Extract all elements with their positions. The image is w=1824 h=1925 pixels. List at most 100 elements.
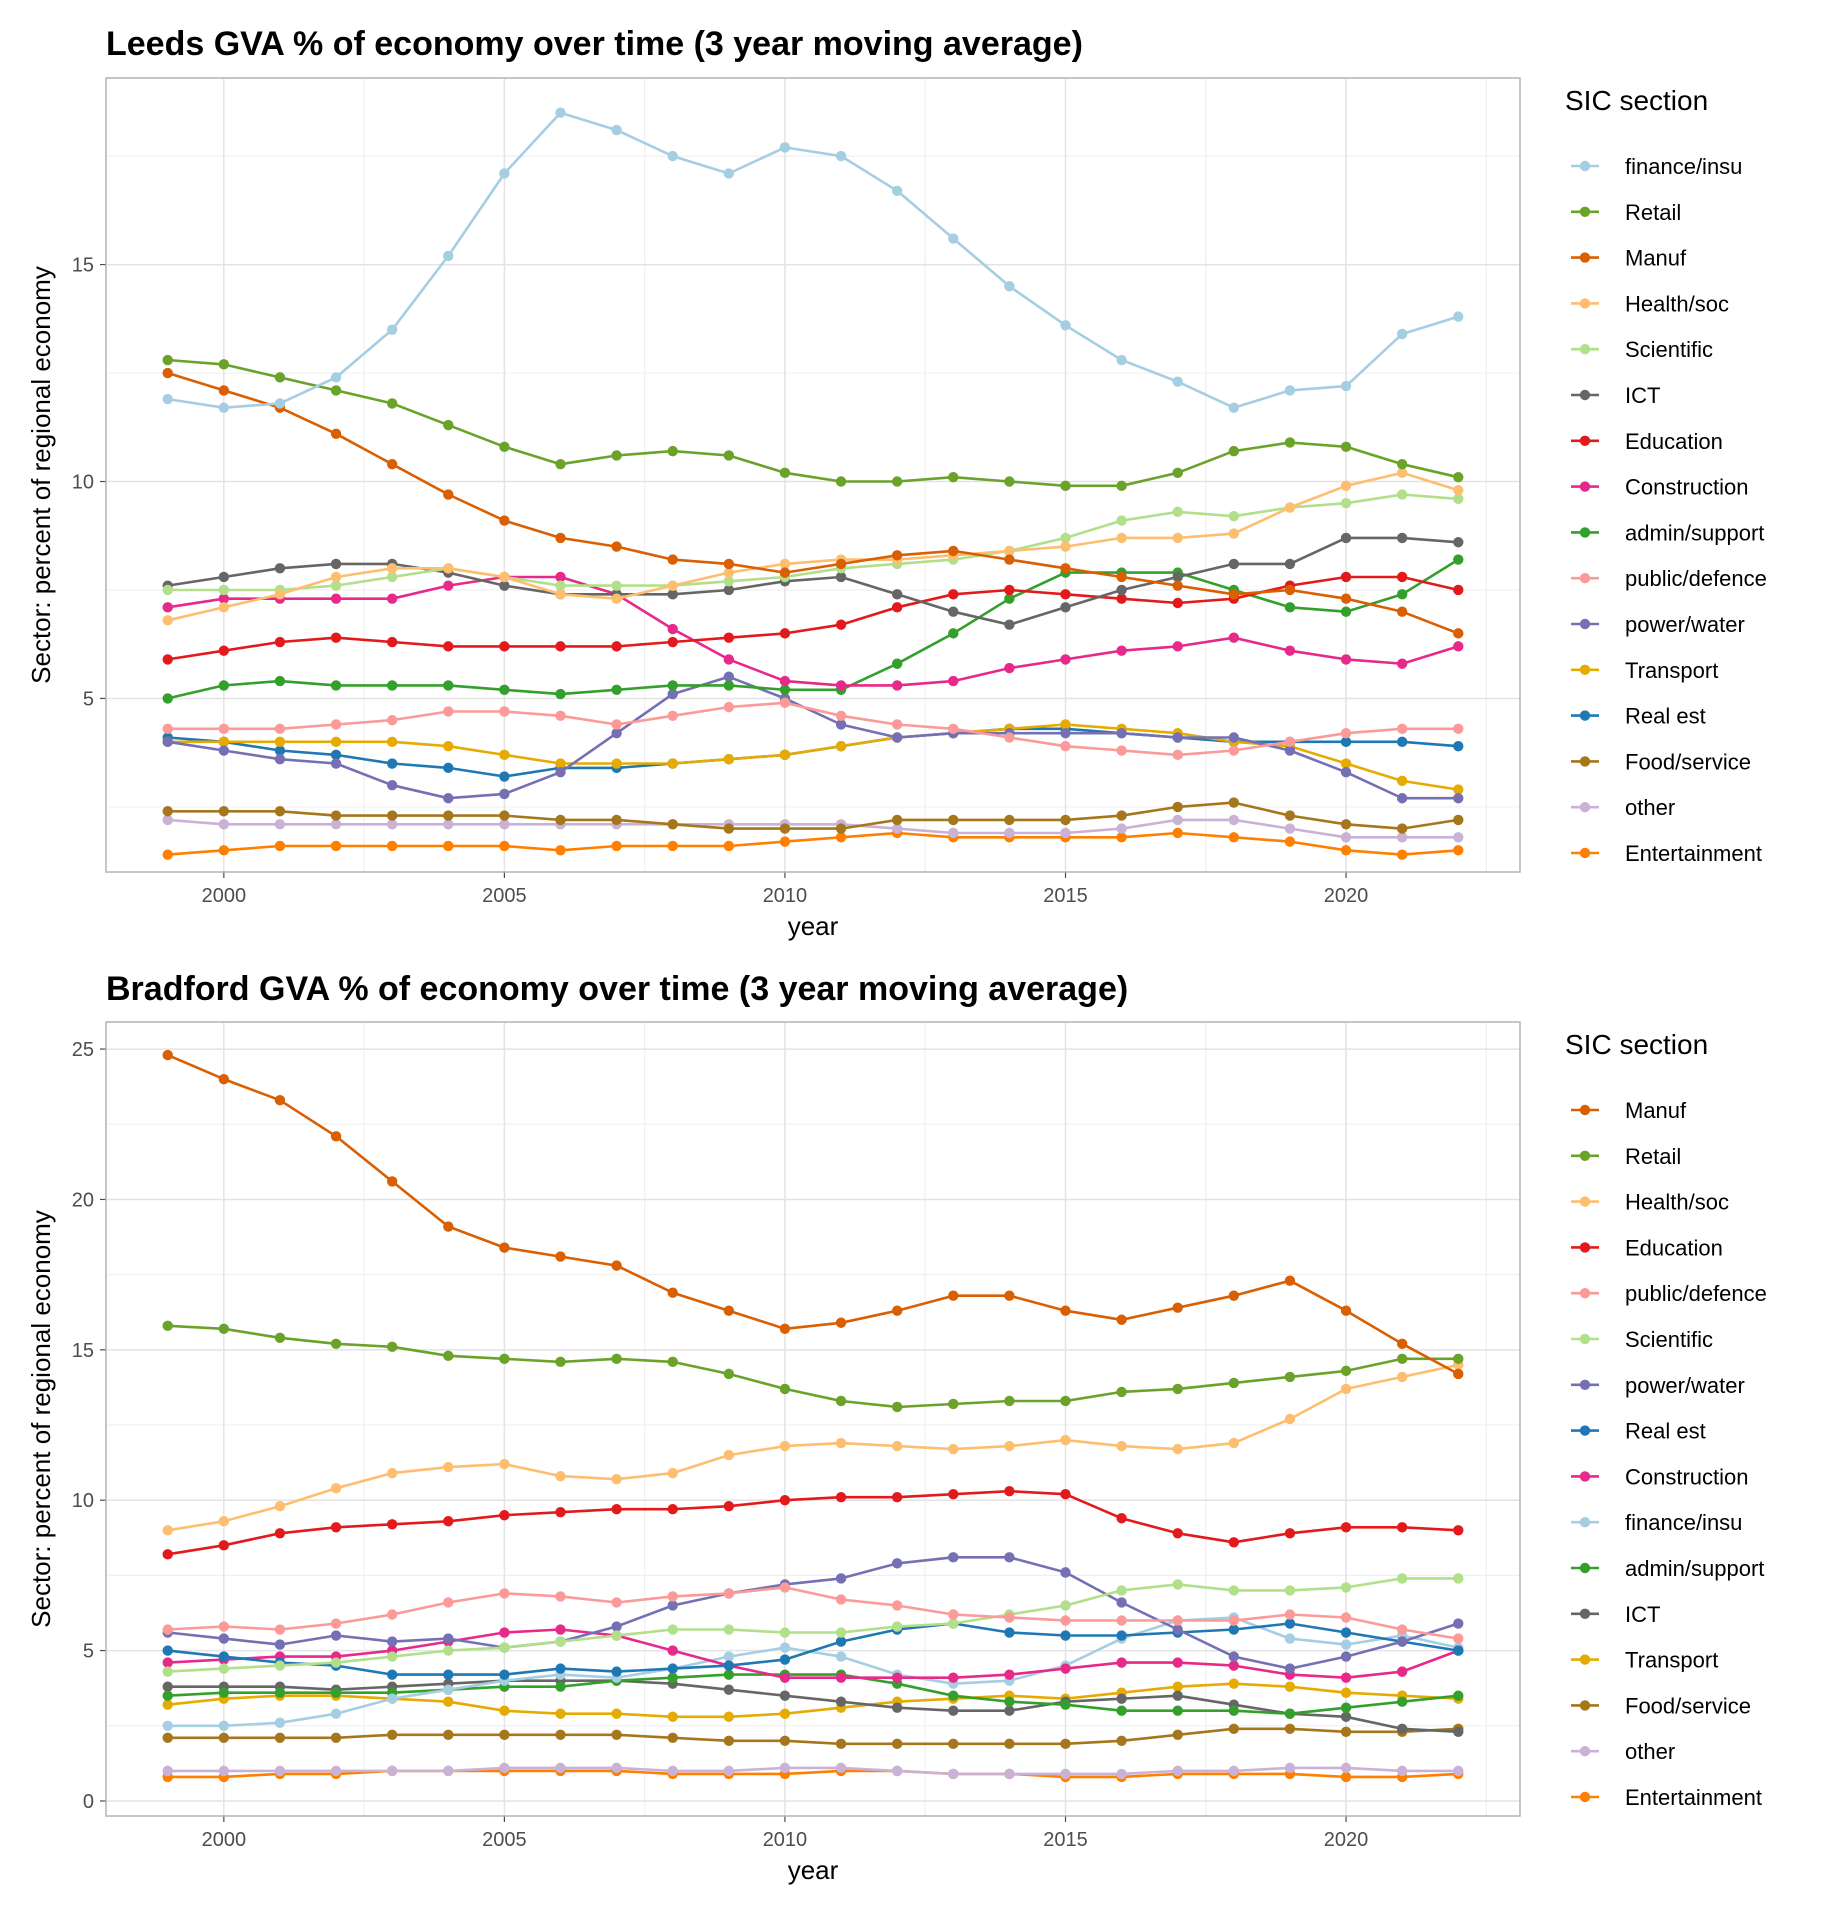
- data-point: [1172, 1383, 1183, 1395]
- data-point: [667, 840, 678, 852]
- data-point: [948, 814, 959, 826]
- data-point: [723, 1651, 735, 1662]
- data-point: [555, 688, 566, 700]
- chart-title: Bradford GVA % of economy over time (3 y…: [106, 970, 1128, 1008]
- data-point: [274, 675, 286, 687]
- data-point: [1060, 532, 1071, 544]
- data-point: [1396, 1573, 1408, 1584]
- data-point: [1172, 597, 1183, 609]
- data-point: [1396, 571, 1408, 583]
- data-point: [667, 758, 678, 769]
- data-point: [891, 814, 903, 826]
- data-point: [611, 1473, 622, 1485]
- data-point: [330, 558, 342, 570]
- data-point: [330, 1482, 342, 1494]
- data-point: [499, 1242, 510, 1253]
- data-point: [948, 1443, 959, 1455]
- data-point: [386, 1341, 398, 1353]
- data-point: [1453, 832, 1464, 843]
- data-point: [1453, 537, 1464, 548]
- data-point: [723, 576, 735, 587]
- data-point: [948, 675, 959, 687]
- data-point: [1116, 532, 1127, 544]
- data-point: [1340, 1672, 1352, 1683]
- data-point: [1172, 571, 1183, 583]
- data-point: [162, 693, 173, 704]
- data-point: [499, 641, 510, 652]
- legend-label: ICT: [1625, 383, 1660, 408]
- data-point: [443, 706, 454, 717]
- data-point: [1340, 498, 1352, 509]
- data-point: [1060, 1615, 1071, 1626]
- data-point: [1340, 1726, 1352, 1737]
- legend-title: SIC section: [1565, 1029, 1708, 1060]
- data-point: [162, 1049, 173, 1061]
- legend: SIC section Manuf Retail Health/soc Educatio…: [1565, 1029, 1767, 1810]
- data-point: [1284, 1681, 1296, 1692]
- data-point: [948, 1690, 959, 1701]
- data-point: [948, 827, 959, 839]
- series-line-power-water: [167, 1556, 1459, 1670]
- data-point: [948, 1290, 959, 1301]
- data-point: [162, 814, 173, 826]
- data-point: [499, 1588, 510, 1599]
- data-point: [1116, 1386, 1127, 1398]
- data-point: [330, 1657, 342, 1668]
- data-point: [1228, 558, 1240, 570]
- data-point: [835, 1762, 847, 1774]
- data-point: [611, 641, 622, 652]
- data-point: [1004, 554, 1015, 565]
- data-point: [443, 1765, 454, 1777]
- data-point: [723, 701, 735, 713]
- data-point: [162, 1666, 173, 1677]
- data-point: [1228, 1765, 1240, 1777]
- data-point: [218, 1687, 230, 1698]
- data-point: [611, 1762, 622, 1774]
- data-point: [723, 823, 735, 834]
- data-point: [1228, 528, 1240, 539]
- legend-label: ICT: [1625, 1602, 1660, 1627]
- data-point: [1453, 493, 1464, 505]
- x-tick-label: 2005: [482, 885, 527, 907]
- data-point: [1060, 541, 1071, 552]
- data-point: [443, 641, 454, 652]
- data-point: [835, 1672, 847, 1683]
- data-point: [891, 1491, 903, 1503]
- legend-label: Scientific: [1625, 337, 1713, 362]
- data-point: [162, 1657, 173, 1668]
- y-tick-label: 0: [83, 1791, 94, 1813]
- data-point: [386, 840, 398, 852]
- data-point: [1453, 641, 1464, 652]
- chart-bradford: Bradford GVA % of economy over time (3 y…: [26, 970, 1767, 1885]
- data-point: [1396, 849, 1408, 860]
- data-point: [555, 1356, 566, 1368]
- data-point: [1284, 437, 1296, 448]
- data-point: [162, 723, 173, 735]
- data-point: [667, 1591, 678, 1602]
- data-point: [1004, 1696, 1015, 1707]
- data-point: [835, 476, 847, 487]
- data-point: [274, 806, 286, 817]
- data-point: [1004, 281, 1015, 292]
- data-point: [1284, 823, 1296, 834]
- data-point: [891, 1702, 903, 1713]
- data-point: [274, 1660, 286, 1671]
- data-point: [1284, 1762, 1296, 1774]
- data-point: [218, 571, 230, 583]
- data-point: [611, 1630, 622, 1641]
- data-point: [611, 580, 622, 591]
- data-point: [499, 1762, 510, 1774]
- data-point: [948, 1672, 959, 1683]
- data-point: [891, 1600, 903, 1611]
- data-point: [835, 619, 847, 630]
- data-point: [891, 658, 903, 669]
- data-point: [274, 398, 286, 409]
- data-point: [443, 1696, 454, 1707]
- legend-key-point: [1579, 160, 1591, 172]
- data-point: [779, 567, 791, 578]
- data-point: [330, 719, 342, 730]
- data-point: [1228, 1290, 1240, 1301]
- data-point: [1228, 745, 1240, 756]
- data-point: [611, 541, 622, 552]
- data-point: [218, 680, 230, 691]
